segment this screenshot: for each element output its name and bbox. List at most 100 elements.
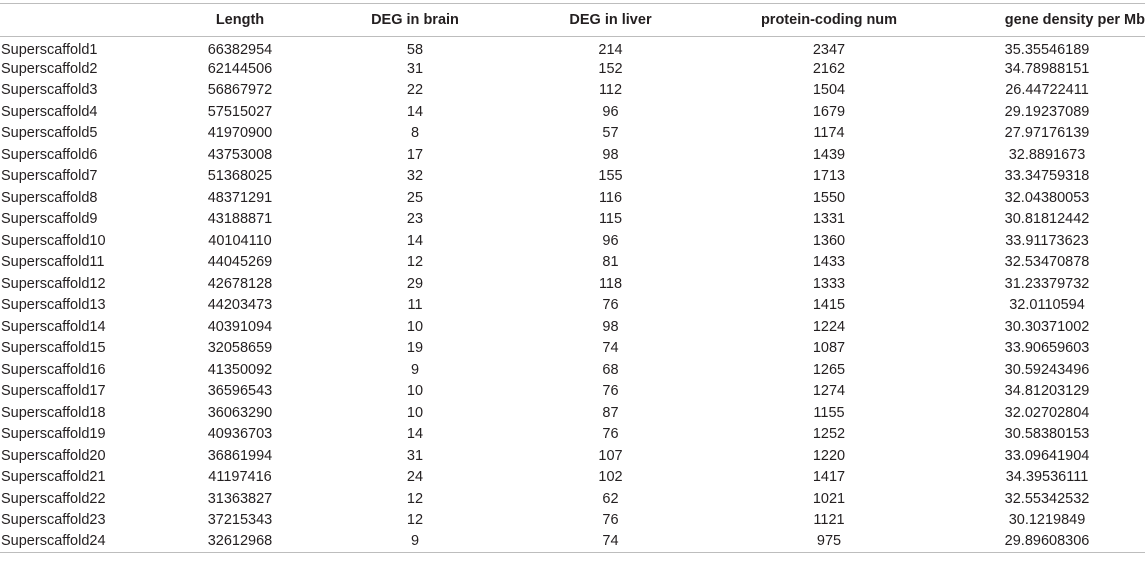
header-cell-deg-brain: DEG in brain xyxy=(318,3,512,37)
cell-row-label: Superscaffold9 xyxy=(1,211,98,228)
cell-row-label: Superscaffold13 xyxy=(1,297,106,314)
cell-row-label: Superscaffold24 xyxy=(0,531,162,553)
cell-gene-density: 30.81812442 xyxy=(1004,211,1090,228)
table-row: Superscaffold13 44203473 11 76 1415 32.011059… xyxy=(0,295,1145,317)
table-row: Superscaffold20 36861994 31 107 1220 33.09641… xyxy=(0,445,1145,467)
cell-deg-brain: 23 xyxy=(406,211,424,228)
cell-deg-liver: 118 xyxy=(598,275,623,292)
cell-deg-liver: 116 xyxy=(598,189,623,206)
cell-row-label: Superscaffold8 xyxy=(1,189,98,206)
cell-gene-density: 30.1219849 xyxy=(1008,512,1086,529)
cell-deg-brain: 12 xyxy=(406,512,424,529)
header-row: Length DEG in brain DEG in liver protein… xyxy=(0,3,1145,37)
table-body: Superscaffold1 66382954 58 214 2347 35.355461… xyxy=(0,37,1145,553)
cell-deg-liver: 98 xyxy=(602,146,619,163)
cell-gene-density: 33.91173623 xyxy=(1005,232,1089,249)
cell-deg-brain: 12 xyxy=(406,254,424,271)
table-row: Superscaffold6 43753008 17 98 1439 32.8891673 xyxy=(0,144,1145,166)
cell-row-label: Superscaffold7 xyxy=(1,168,98,185)
cell-deg-brain: 31 xyxy=(406,60,424,77)
cell-row-label: Superscaffold1 xyxy=(1,41,98,58)
cell-protein-coding: 1331 xyxy=(812,211,846,228)
cell-row-label: Superscaffold14 xyxy=(1,318,106,335)
header-cell-protein-coding: protein-coding num xyxy=(709,3,949,37)
cell-deg-brain: 11 xyxy=(407,297,423,314)
table-row: Superscaffold23 37215343 12 76 1121 30.121984… xyxy=(0,510,1145,532)
cell-protein-coding: 1360 xyxy=(812,232,846,249)
cell-gene-density: 34.81203129 xyxy=(1004,383,1090,400)
cell-deg-liver: 107 xyxy=(598,447,623,464)
cell-gene-density: 34.78988151 xyxy=(1004,60,1090,77)
table-row: Superscaffold19 40936703 14 76 1252 30.583801… xyxy=(0,424,1145,446)
cell-row-label: Superscaffold23 xyxy=(1,512,106,529)
cell-protein-coding: 1252 xyxy=(812,426,846,443)
table-row: Superscaffold2 62144506 31 152 2162 34.789881… xyxy=(0,58,1145,80)
cell-deg-brain: 17 xyxy=(406,146,424,163)
cell-gene-density: 34.39536111 xyxy=(1005,469,1089,486)
cell-gene-density: 29.89608306 xyxy=(949,531,1145,553)
cell-row-label: Superscaffold2 xyxy=(1,60,98,77)
table-row: Superscaffold24 32612968 9 74 975 29.89608306 xyxy=(0,531,1145,553)
cell-length: 57515027 xyxy=(207,103,273,120)
cell-length: 40391094 xyxy=(207,318,273,335)
header-cell-row-label xyxy=(0,3,162,37)
cell-deg-liver: 96 xyxy=(602,103,619,120)
cell-protein-coding: 1415 xyxy=(812,297,846,314)
cell-length: 51368025 xyxy=(207,168,273,185)
cell-gene-density: 32.55342532 xyxy=(1004,490,1090,507)
cell-deg-liver: 214 xyxy=(598,41,623,58)
table-row: Superscaffold10 40104110 14 96 1360 33.911736… xyxy=(0,230,1145,252)
table-row: Superscaffold17 36596543 10 76 1274 34.812031… xyxy=(0,381,1145,403)
cell-length: 40104110 xyxy=(208,232,272,249)
cell-deg-brain: 10 xyxy=(406,383,424,400)
cell-deg-brain: 24 xyxy=(406,469,424,486)
header-cell-gene-density: gene density per Mb xyxy=(949,3,1145,37)
cell-deg-brain: 10 xyxy=(406,318,424,335)
cell-length: 36861994 xyxy=(207,447,273,464)
cell-deg-liver: 76 xyxy=(602,383,619,400)
cell-length: 31363827 xyxy=(207,490,273,507)
cell-length: 56867972 xyxy=(207,82,273,99)
table-row: Superscaffold7 51368025 32 155 1713 33.347593… xyxy=(0,166,1145,188)
cell-deg-brain: 31 xyxy=(406,447,424,464)
cell-deg-brain: 12 xyxy=(406,490,424,507)
cell-protein-coding: 1417 xyxy=(812,469,846,486)
cell-row-label: Superscaffold19 xyxy=(1,426,106,443)
cell-row-label: Superscaffold3 xyxy=(1,82,98,99)
cell-length: 66382954 xyxy=(207,41,273,58)
cell-deg-brain: 22 xyxy=(406,82,424,99)
cell-length: 41970900 xyxy=(207,125,273,142)
cell-gene-density: 32.53470878 xyxy=(1004,254,1090,271)
cell-row-label: Superscaffold15 xyxy=(1,340,106,357)
cell-gene-density: 33.34759318 xyxy=(1004,168,1090,185)
cell-deg-liver: 74 xyxy=(602,340,619,357)
cell-protein-coding: 1504 xyxy=(812,82,846,99)
cell-deg-brain: 8 xyxy=(410,125,420,142)
cell-deg-liver: 57 xyxy=(602,125,619,142)
table-row: Superscaffold14 40391094 10 98 1224 30.303710… xyxy=(0,316,1145,338)
cell-deg-brain: 25 xyxy=(406,189,424,206)
cell-deg-liver: 74 xyxy=(512,531,709,553)
cell-deg-brain: 14 xyxy=(406,232,424,249)
cell-deg-brain: 29 xyxy=(406,275,424,292)
cell-deg-liver: 76 xyxy=(602,297,619,314)
cell-length: 40936703 xyxy=(207,426,273,443)
cell-length: 41197416 xyxy=(208,469,272,486)
table-row: Superscaffold12 42678128 29 118 1333 31.23379… xyxy=(0,273,1145,295)
cell-protein-coding: 1333 xyxy=(812,275,846,292)
table-header: Length DEG in brain DEG in liver protein… xyxy=(0,3,1145,37)
cell-protein-coding: 1174 xyxy=(813,125,845,142)
cell-row-label: Superscaffold18 xyxy=(1,404,106,421)
cell-deg-liver: 76 xyxy=(602,426,619,443)
cell-length: 37215343 xyxy=(207,512,273,529)
cell-deg-brain: 9 xyxy=(410,361,420,378)
cell-gene-density: 26.44722411 xyxy=(1005,82,1089,99)
cell-protein-coding: 1433 xyxy=(812,254,846,271)
cell-deg-liver: 68 xyxy=(602,361,619,378)
cell-gene-density: 32.04380053 xyxy=(1004,189,1090,206)
cell-deg-liver: 112 xyxy=(598,82,623,99)
cell-deg-liver: 62 xyxy=(602,490,619,507)
cell-length: 62144506 xyxy=(207,60,273,77)
table-row: Superscaffold5 41970900 8 57 1174 27.97176139 xyxy=(0,123,1145,145)
